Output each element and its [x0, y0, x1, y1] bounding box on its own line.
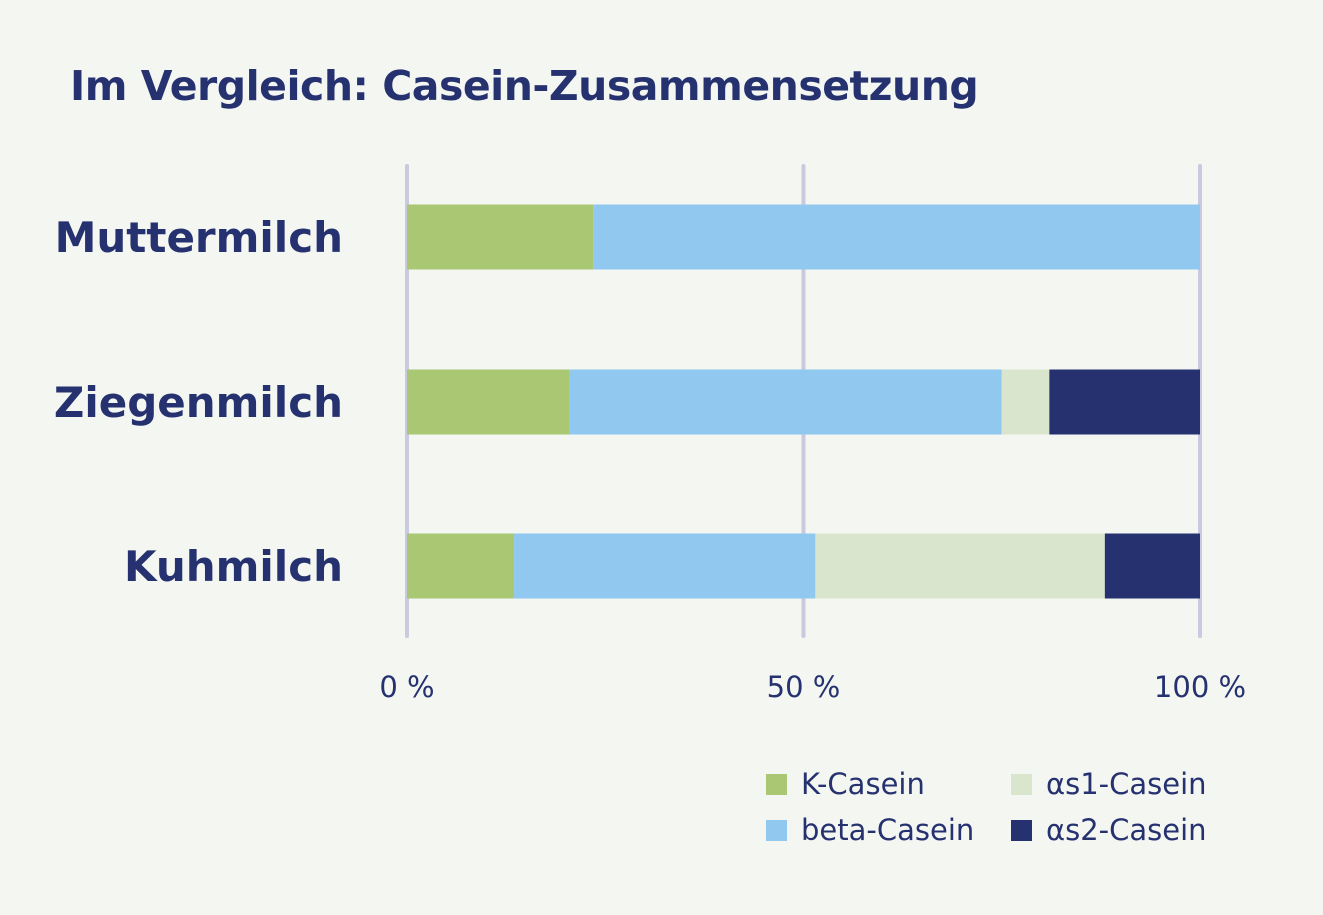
- bar-segment: [1001, 369, 1050, 435]
- legend-item: K-Casein: [766, 766, 1011, 802]
- legend-swatch: [1011, 773, 1032, 795]
- category-label: Kuhmilch: [124, 542, 343, 591]
- x-axis-ticks: 0 % 50 % 100 %: [379, 670, 1246, 704]
- legend-label: beta-Casein: [801, 813, 975, 847]
- category-labels: Muttermilch Ziegenmilch Kuhmilch: [54, 213, 343, 591]
- bar-segment: [1049, 369, 1200, 435]
- bar-segment: [407, 369, 570, 435]
- legend-item: beta-Casein: [766, 812, 1011, 848]
- x-tick-label: 0 %: [379, 670, 434, 704]
- legend-swatch: [766, 773, 787, 795]
- x-tick-label: 100 %: [1154, 670, 1246, 704]
- bar-segment: [1104, 533, 1200, 599]
- bar-segment: [569, 369, 1002, 435]
- legend-label: K-Casein: [801, 767, 925, 801]
- bar-segment: [593, 204, 1200, 270]
- legend: K-Casein αs1-Casein beta-Casein αs2-Casein: [766, 766, 1226, 848]
- bar-segment: [514, 533, 816, 599]
- legend-label: αs1-Casein: [1046, 767, 1207, 801]
- legend-item: αs1-Casein: [1011, 766, 1226, 802]
- chart-title: Im Vergleich: Casein-Zusammensetzung: [70, 62, 979, 110]
- bar-segment: [407, 533, 515, 599]
- legend-item: αs2-Casein: [1011, 812, 1226, 848]
- legend-label: αs2-Casein: [1046, 813, 1207, 847]
- category-label: Ziegenmilch: [54, 378, 343, 427]
- legend-swatch: [1011, 819, 1032, 841]
- legend-swatch: [766, 819, 787, 841]
- bars: [407, 204, 1200, 599]
- bar-segment: [815, 533, 1105, 599]
- x-tick-label: 50 %: [767, 670, 841, 704]
- category-label: Muttermilch: [55, 213, 343, 262]
- bar-segment: [407, 204, 594, 270]
